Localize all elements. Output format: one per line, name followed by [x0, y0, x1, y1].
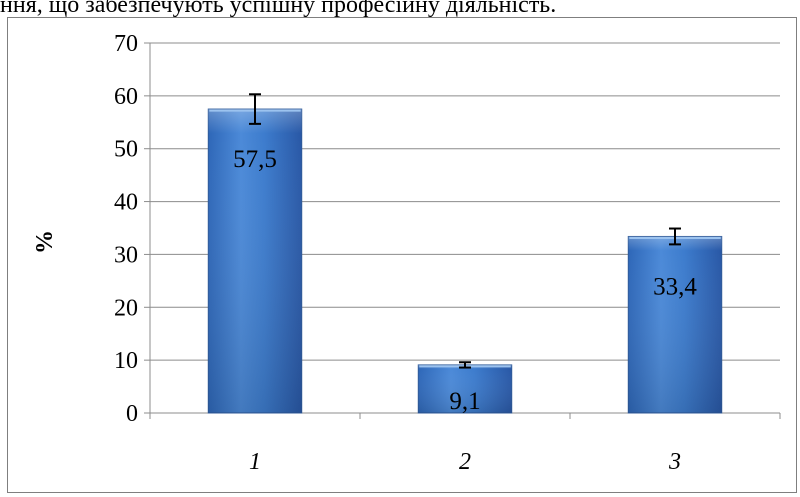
y-tick-label-10: 10 [114, 348, 138, 374]
y-tick-label-40: 40 [114, 190, 138, 216]
data-label-1: 57,5 [233, 146, 277, 173]
data-label-2: 9,1 [449, 388, 480, 415]
y-tick-label-70: 70 [114, 31, 138, 57]
y-tick-label-20: 20 [114, 295, 138, 321]
x-category-label-2: 2 [459, 449, 471, 475]
labels: 0 10 20 30 40 50 60 70 57,5 1 9,1 2 33,4 3 [114, 31, 697, 475]
bar-shade-1 [208, 109, 302, 414]
y-tick-label-30: 30 [114, 242, 138, 268]
x-category-label-1: 1 [249, 449, 261, 475]
data-label-3: 33,4 [653, 273, 697, 300]
bar-shade-2 [418, 364, 512, 413]
bar-shade-3 [628, 236, 722, 413]
x-category-label-3: 3 [668, 449, 681, 475]
y-tick-label-50: 50 [114, 137, 138, 163]
bars [207, 93, 723, 414]
y-axis-label: % [32, 230, 58, 254]
y-tick-label-0: 0 [126, 401, 138, 427]
y-tick-label-60: 60 [114, 84, 138, 110]
page-header-text: ння, що забезпечують успішну професійну … [0, 0, 557, 18]
